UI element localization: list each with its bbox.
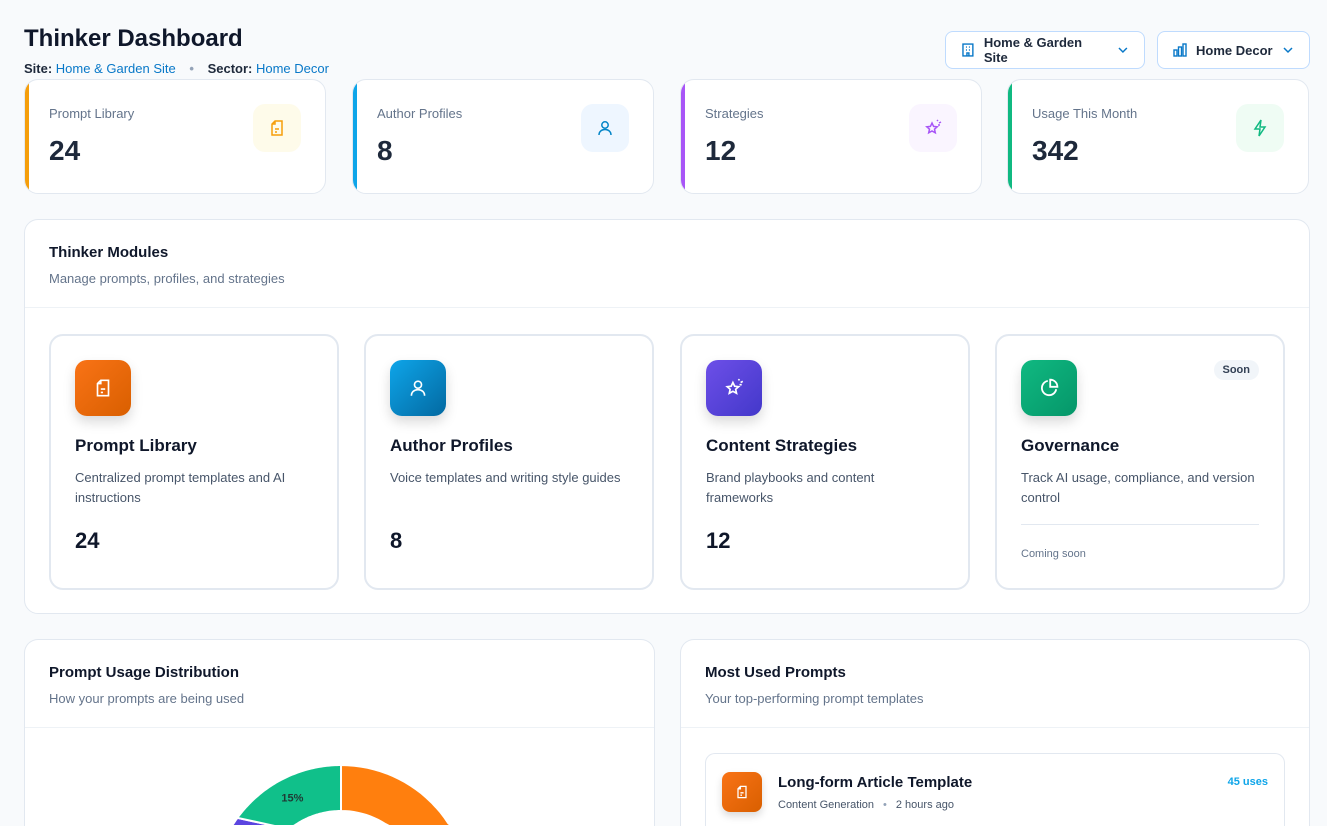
module-card-governance[interactable]: Soon Governance Track AI usage, complian… — [995, 334, 1285, 590]
sector-selector-label: Home Decor — [1196, 43, 1273, 58]
stat-value: 12 — [705, 135, 736, 167]
usage-donut-chart: 15% — [25, 728, 654, 826]
stat-label: Author Profiles — [377, 106, 462, 121]
stat-value: 24 — [49, 135, 80, 167]
pie-chart-icon — [1021, 360, 1077, 416]
module-description: Track AI usage, compliance, and version … — [1021, 468, 1259, 508]
module-title: Governance — [1021, 436, 1119, 456]
sector-selector[interactable]: Home Decor — [1157, 31, 1310, 69]
panel-subtitle: Your top-performing prompt templates — [705, 691, 1285, 706]
coming-soon-text: Coming soon — [1021, 548, 1086, 560]
stat-value: 8 — [377, 135, 393, 167]
module-title: Author Profiles — [390, 436, 513, 456]
soon-badge: Soon — [1214, 360, 1260, 380]
stat-card-strategies[interactable]: Strategies 12 — [680, 79, 982, 194]
stat-card-author-profiles[interactable]: Author Profiles 8 — [352, 79, 654, 194]
bolt-icon — [1236, 104, 1284, 152]
bar-chart-icon — [1172, 42, 1188, 58]
donut-slice[interactable] — [341, 765, 469, 826]
chevron-down-icon — [1116, 43, 1130, 57]
module-description: Brand playbooks and content frameworks — [706, 468, 944, 508]
panel-title: Most Used Prompts — [705, 664, 1285, 681]
most-used-prompts-panel: Most Used Prompts Your top-performing pr… — [680, 639, 1310, 826]
sector-value: Home Decor — [256, 61, 329, 76]
stat-label: Usage This Month — [1032, 106, 1137, 121]
sector-label: Sector: — [208, 61, 253, 76]
site-selector-label: Home & Garden Site — [984, 35, 1108, 65]
file-text-icon — [722, 772, 762, 812]
building-icon — [960, 42, 976, 58]
module-description: Voice templates and writing style guides — [390, 468, 628, 488]
module-title: Prompt Library — [75, 436, 197, 456]
site-value: Home & Garden Site — [56, 61, 176, 76]
file-text-icon — [253, 104, 301, 152]
prompt-time: 2 hours ago — [896, 799, 954, 811]
module-card-prompt-library[interactable]: Prompt Library Centralized prompt templa… — [49, 334, 339, 590]
panel-subtitle: How your prompts are being used — [49, 691, 630, 706]
slice-label: 15% — [281, 793, 303, 805]
stat-card-usage[interactable]: Usage This Month 342 — [1007, 79, 1309, 194]
usage-distribution-panel: Prompt Usage Distribution How your promp… — [24, 639, 655, 826]
module-card-author-profiles[interactable]: Author Profiles Voice templates and writ… — [364, 334, 654, 590]
sparkle-star-icon — [706, 360, 762, 416]
module-description: Centralized prompt templates and AI inst… — [75, 468, 313, 508]
prompt-meta: Content Generation•2 hours ago — [778, 799, 954, 811]
context-line: Site: Home & Garden Site • Sector: Home … — [24, 61, 329, 76]
site-label: Site: — [24, 61, 52, 76]
module-count: 12 — [706, 528, 730, 554]
prompt-uses: 45 uses — [1228, 776, 1268, 788]
module-count: 8 — [390, 528, 402, 554]
module-card-content-strategies[interactable]: Content Strategies Brand playbooks and c… — [680, 334, 970, 590]
stat-label: Strategies — [705, 106, 764, 121]
panel-subtitle: Manage prompts, profiles, and strategies — [49, 271, 1285, 286]
sparkle-star-icon — [909, 104, 957, 152]
chevron-down-icon — [1281, 43, 1295, 57]
panel-title: Thinker Modules — [49, 244, 1285, 261]
user-icon — [390, 360, 446, 416]
module-count: 24 — [75, 528, 99, 554]
page-title: Thinker Dashboard — [24, 25, 243, 53]
stat-value: 342 — [1032, 135, 1079, 167]
stat-label: Prompt Library — [49, 106, 134, 121]
module-title: Content Strategies — [706, 436, 857, 456]
site-selector[interactable]: Home & Garden Site — [945, 31, 1145, 69]
prompt-name: Long-form Article Template — [778, 774, 972, 791]
file-text-icon — [75, 360, 131, 416]
panel-title: Prompt Usage Distribution — [49, 664, 630, 681]
prompt-list-item[interactable]: Long-form Article Template Content Gener… — [705, 753, 1285, 826]
prompt-category: Content Generation — [778, 799, 874, 811]
user-icon — [581, 104, 629, 152]
stat-card-prompt-library[interactable]: Prompt Library 24 — [24, 79, 326, 194]
thinker-modules-panel: Thinker Modules Manage prompts, profiles… — [24, 219, 1310, 614]
